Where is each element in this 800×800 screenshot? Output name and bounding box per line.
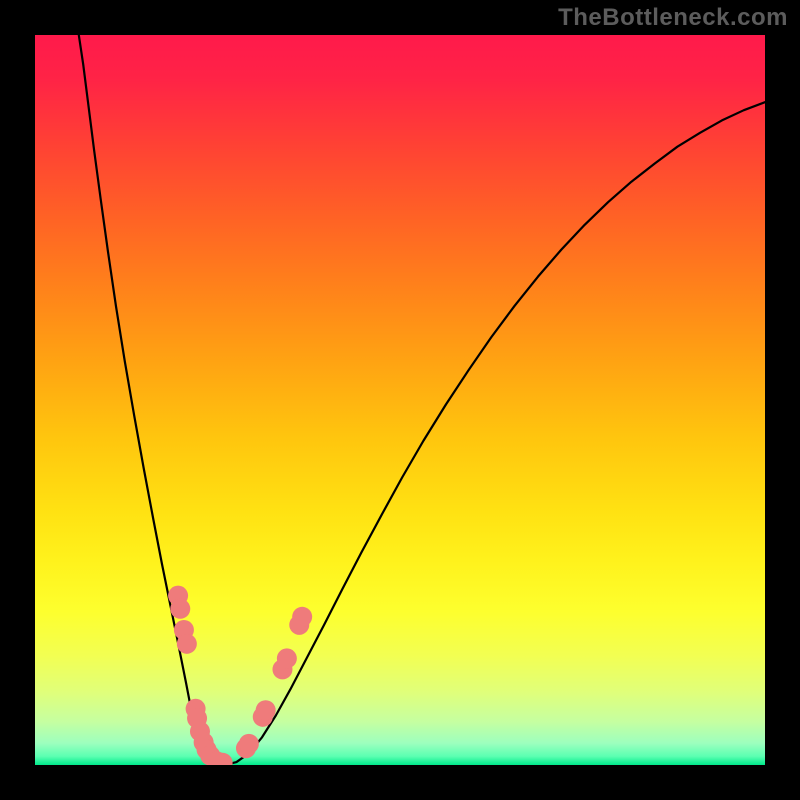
data-marker [239, 734, 259, 754]
watermark-text: TheBottleneck.com [558, 4, 788, 32]
figure-root: { "watermark": { "text": "TheBottleneck.… [0, 0, 800, 800]
data-marker [177, 634, 197, 654]
data-marker [292, 607, 312, 627]
chart-plot-area [35, 35, 765, 765]
bottleneck-curve-chart [35, 35, 765, 765]
data-marker [277, 648, 297, 668]
gradient-background [35, 35, 765, 765]
data-marker [256, 700, 276, 720]
data-marker [170, 599, 190, 619]
